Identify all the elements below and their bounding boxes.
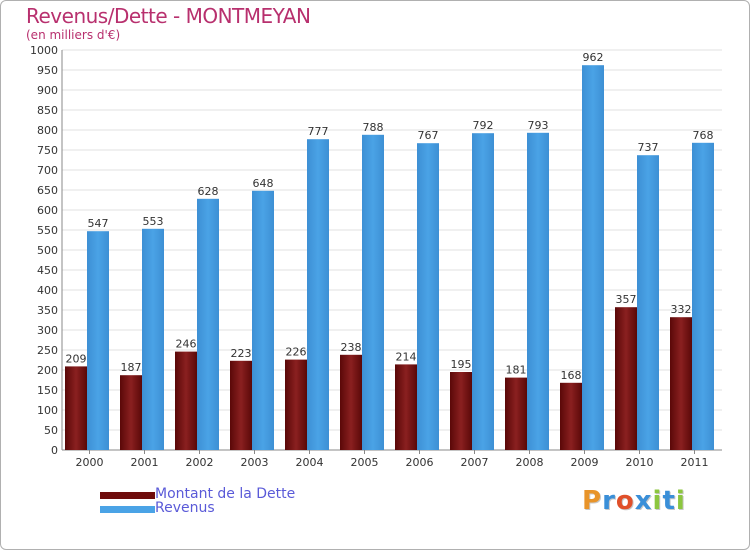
bar-dette-2008: [505, 377, 527, 450]
chart-subtitle: (en milliers d'€): [26, 28, 121, 42]
y-tick-label: 750: [37, 144, 58, 157]
legend-swatch-dette: [100, 492, 155, 499]
bar-revenus-2011: [692, 142, 714, 451]
x-tick-label-2001: 2001: [131, 456, 159, 469]
data-label-revenus-2011: 768: [693, 129, 714, 142]
bar-dette-2009: [560, 382, 582, 450]
y-tick-label: 700: [37, 164, 58, 177]
bar-dette-2001: [120, 375, 142, 450]
logo-letter: x: [634, 486, 653, 516]
y-tick-label: 550: [37, 224, 58, 237]
data-label-dette-2008: 181: [506, 364, 527, 377]
legend-label-revenus: Revenus: [155, 500, 215, 516]
data-label-revenus-2009: 962: [583, 51, 604, 64]
x-tick-label-2004: 2004: [296, 456, 324, 469]
data-label-revenus-2007: 792: [473, 119, 494, 132]
bar-dette-2000: [65, 366, 87, 450]
x-tick-label-2008: 2008: [516, 456, 544, 469]
y-tick-label: 850: [37, 104, 58, 117]
bar-dette-2011: [670, 317, 692, 450]
logo-letter: o: [615, 486, 635, 516]
y-tick-label: 650: [37, 184, 58, 197]
y-tick-label: 0: [51, 444, 58, 457]
y-tick-label: 200: [37, 364, 58, 377]
logo-letter: i: [652, 486, 663, 516]
chart-title: Revenus/Dette - MONTMEYAN: [26, 4, 311, 28]
data-label-revenus-2005: 788: [363, 121, 384, 134]
bar-revenus-2005: [362, 134, 384, 451]
bar-revenus-2001: [142, 228, 164, 450]
x-tick-label-2000: 2000: [76, 456, 104, 469]
y-tick-label: 250: [37, 344, 58, 357]
data-label-dette-2007: 195: [451, 358, 472, 371]
x-tick-label-2005: 2005: [351, 456, 379, 469]
data-label-revenus-2003: 648: [253, 177, 274, 190]
data-label-dette-2006: 214: [396, 350, 417, 363]
data-label-revenus-2008: 793: [528, 119, 549, 132]
y-tick-label: 400: [37, 284, 58, 297]
bar-revenus-2002: [197, 198, 219, 450]
logo-letter: r: [602, 486, 616, 516]
data-label-dette-2010: 357: [616, 293, 637, 306]
legend-swatch-revenus: [100, 506, 155, 513]
x-tick-label-2003: 2003: [241, 456, 269, 469]
bar-dette-2004: [285, 359, 307, 450]
data-label-dette-2009: 168: [561, 369, 582, 382]
bar-dette-2002: [175, 351, 197, 450]
legend-label-dette: Montant de la Dette: [155, 486, 296, 502]
data-label-revenus-2010: 737: [638, 141, 659, 154]
bar-revenus-2003: [252, 190, 274, 451]
data-label-dette-2011: 332: [671, 303, 692, 316]
y-tick-label: 900: [37, 84, 58, 97]
y-tick-label: 950: [37, 64, 58, 77]
y-tick-label: 1000: [30, 44, 58, 57]
bar-dette-2010: [615, 307, 637, 450]
x-tick-label-2002: 2002: [186, 456, 214, 469]
y-tick-label: 600: [37, 204, 58, 217]
y-tick-label: 500: [37, 244, 58, 257]
bar-dette-2005: [340, 354, 362, 450]
bar-dette-2003: [230, 360, 252, 450]
bar-revenus-2004: [307, 139, 329, 450]
bar-revenus-2009: [582, 65, 604, 450]
bar-dette-2006: [395, 364, 417, 450]
y-tick-label: 50: [44, 424, 58, 437]
logo-letter: P: [582, 486, 603, 516]
data-label-revenus-2004: 777: [308, 125, 329, 138]
bar-revenus-2010: [637, 155, 659, 450]
data-label-revenus-2001: 553: [143, 215, 164, 228]
data-label-revenus-2002: 628: [198, 185, 219, 198]
bar-revenus-2008: [527, 132, 549, 451]
bar-revenus-2007: [472, 133, 494, 450]
y-tick-label: 100: [37, 404, 58, 417]
proxiti-logo: Proxiti: [582, 486, 686, 516]
y-tick-label: 150: [37, 384, 58, 397]
data-label-dette-2001: 187: [121, 361, 142, 374]
data-label-dette-2005: 238: [341, 341, 362, 354]
data-label-revenus-2000: 547: [88, 217, 109, 230]
x-tick-label-2006: 2006: [406, 456, 434, 469]
x-tick-label-2009: 2009: [571, 456, 599, 469]
y-tick-label: 450: [37, 264, 58, 277]
bar-dette-2007: [450, 372, 472, 450]
logo-letter: t: [662, 486, 676, 516]
x-tick-label-2007: 2007: [461, 456, 489, 469]
data-label-dette-2000: 209: [66, 352, 87, 365]
y-tick-label: 350: [37, 304, 58, 317]
data-label-dette-2003: 223: [231, 347, 252, 360]
x-tick-label-2010: 2010: [626, 456, 654, 469]
data-label-dette-2002: 246: [176, 338, 197, 351]
logo-letter: i: [675, 486, 686, 516]
bar-revenus-2000: [87, 231, 109, 450]
y-tick-label: 300: [37, 324, 58, 337]
bar-revenus-2006: [417, 143, 439, 450]
y-tick-label: 800: [37, 124, 58, 137]
data-label-dette-2004: 226: [286, 346, 307, 359]
data-label-revenus-2006: 767: [418, 129, 439, 142]
x-tick-label-2011: 2011: [681, 456, 709, 469]
